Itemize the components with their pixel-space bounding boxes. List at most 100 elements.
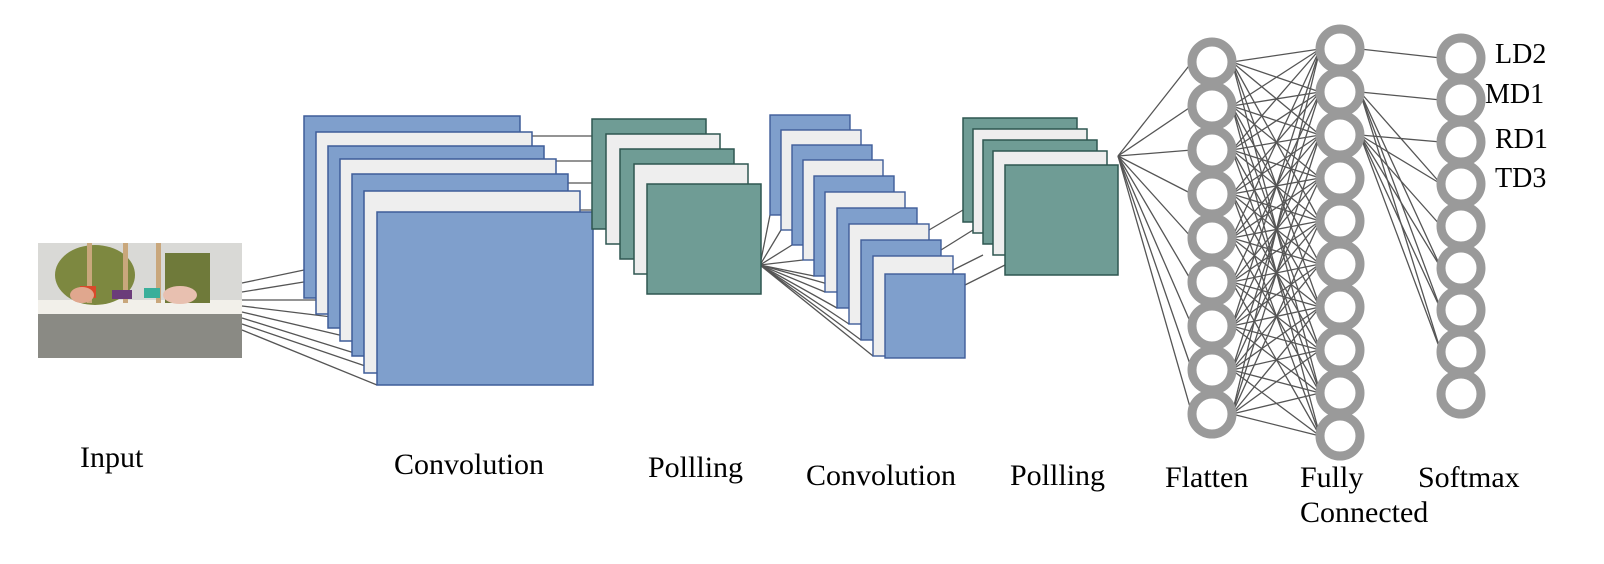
- output-label-md1: MD1: [1485, 79, 1544, 110]
- flatten-neuron: [1187, 169, 1237, 219]
- pool-to-flatten-line: [1117, 105, 1193, 157]
- pool-to-flatten-line: [1117, 155, 1193, 283]
- pool-to-flatten-line: [1117, 155, 1193, 371]
- flatten-to-fc-line: [1231, 306, 1321, 371]
- output-label-td3: TD3: [1495, 163, 1546, 194]
- output-label-ld2: LD2: [1495, 39, 1546, 70]
- flatten-to-fc-line: [1231, 91, 1321, 151]
- fully-connected-neuron: [1315, 282, 1365, 332]
- input-image: [38, 243, 242, 358]
- fc-to-softmax-line: [1359, 91, 1442, 353]
- conv-to-pool-line: [952, 254, 984, 271]
- flatten-to-fc-line: [1231, 134, 1321, 195]
- input-to-conv-line: [241, 329, 378, 386]
- pool-to-conv-line: [759, 264, 826, 293]
- pool-to-conv-line: [759, 264, 874, 357]
- flatten-to-fc-line: [1231, 48, 1321, 239]
- fc-to-softmax-line: [1359, 91, 1442, 101]
- flatten-neuron: [1187, 257, 1237, 307]
- flatten-to-fc-line: [1231, 306, 1321, 415]
- pool-to-flatten-line: [1117, 155, 1193, 195]
- input-to-conv-line: [241, 269, 305, 284]
- softmax-neuron: [1436, 75, 1486, 125]
- label-fully-connected-1: Fully: [1300, 461, 1363, 494]
- flatten-to-fc-line: [1231, 48, 1321, 327]
- pool-to-conv-line: [759, 229, 782, 266]
- pool-to-conv-line: [759, 264, 838, 309]
- flatten-neuron: [1187, 37, 1237, 87]
- softmax-neuron: [1436, 33, 1486, 83]
- pool-to-conv-line: [759, 264, 850, 325]
- flatten-neuron: [1187, 301, 1237, 351]
- softmax-neuron: [1436, 327, 1486, 377]
- output-labels: LD2 MD1 RD1 TD3: [1485, 39, 1548, 194]
- pool-to-flatten-line: [1117, 149, 1193, 157]
- fully-connected-neuron: [1315, 110, 1365, 160]
- softmax-neuron: [1436, 285, 1486, 335]
- input-to-conv-line: [241, 311, 353, 339]
- output-label-rd1: RD1: [1495, 124, 1548, 155]
- fully-connected-neuron: [1315, 153, 1365, 203]
- fc-to-softmax-line: [1359, 134, 1442, 185]
- pool-to-conv-line: [759, 244, 793, 266]
- neuron-layers: [1187, 24, 1486, 461]
- input-to-conv-line: [241, 323, 378, 371]
- flatten-to-fc-line: [1231, 413, 1321, 437]
- conv1-feature-maps: [303, 115, 594, 386]
- input-to-conv-line: [241, 317, 365, 357]
- input-to-conv-line: [241, 305, 341, 319]
- flatten-neuron: [1187, 345, 1237, 395]
- softmax-neuron: [1436, 117, 1486, 167]
- softmax-neuron: [1436, 201, 1486, 251]
- flatten-to-fc-line: [1231, 134, 1321, 415]
- flatten-to-fc-line: [1231, 177, 1321, 239]
- label-flatten: Flatten: [1165, 461, 1248, 494]
- flatten-to-fc-line: [1231, 263, 1321, 327]
- flatten-to-fc-line: [1231, 48, 1321, 151]
- flatten-to-fc-line: [1231, 349, 1321, 415]
- pool-to-flatten-line: [1117, 155, 1193, 415]
- stage-labels: Input Convolution Pollling Convolution P…: [80, 441, 1520, 529]
- label-pool1: Pollling: [648, 451, 743, 484]
- conv-to-pool-line: [964, 264, 1006, 286]
- pool1-feature-maps: [591, 118, 762, 295]
- fc-to-softmax-line: [1359, 91, 1442, 185]
- flatten-to-fc-line: [1231, 220, 1321, 283]
- label-conv1: Convolution: [394, 448, 544, 481]
- flatten-neuron: [1187, 125, 1237, 175]
- conv2-feature-maps: [769, 114, 966, 359]
- label-input: Input: [80, 441, 144, 474]
- fc-to-softmax-line: [1359, 91, 1442, 269]
- flatten-to-fc-line: [1231, 220, 1321, 415]
- flatten-to-fc-line: [1231, 48, 1321, 63]
- flatten-neuron: [1187, 213, 1237, 263]
- fc-to-softmax-line: [1359, 134, 1442, 353]
- softmax-neuron: [1436, 369, 1486, 419]
- fc-to-softmax-line: [1359, 48, 1442, 59]
- fully-connected-neuron: [1315, 368, 1365, 418]
- fully-connected-neuron: [1315, 239, 1365, 289]
- pool-to-flatten-line: [1117, 155, 1193, 239]
- fully-connected-neuron: [1315, 325, 1365, 375]
- fully-connected-neuron: [1315, 196, 1365, 246]
- pool-to-conv-line: [759, 259, 804, 266]
- softmax-neuron: [1436, 159, 1486, 209]
- softmax-neuron: [1436, 243, 1486, 293]
- flatten-to-fc-line: [1231, 48, 1321, 107]
- pool-to-conv-line: [759, 264, 815, 277]
- label-pool2: Pollling: [1010, 459, 1105, 492]
- conv-to-pool-line: [940, 229, 974, 251]
- flatten-to-fc-line: [1231, 48, 1321, 415]
- conv-to-pool-line: [928, 209, 964, 231]
- label-fully-connected-2: Connected: [1300, 496, 1428, 529]
- fully-connected-neuron: [1315, 411, 1365, 461]
- fc-to-softmax-line: [1359, 91, 1442, 311]
- pool-to-flatten-line: [1117, 61, 1193, 157]
- flatten-neuron: [1187, 389, 1237, 439]
- pool-to-flatten-line: [1117, 155, 1193, 327]
- fully-connected-neuron: [1315, 67, 1365, 117]
- pool-to-conv-line: [759, 264, 862, 341]
- flatten-neuron: [1187, 81, 1237, 131]
- label-conv2: Convolution: [806, 459, 956, 492]
